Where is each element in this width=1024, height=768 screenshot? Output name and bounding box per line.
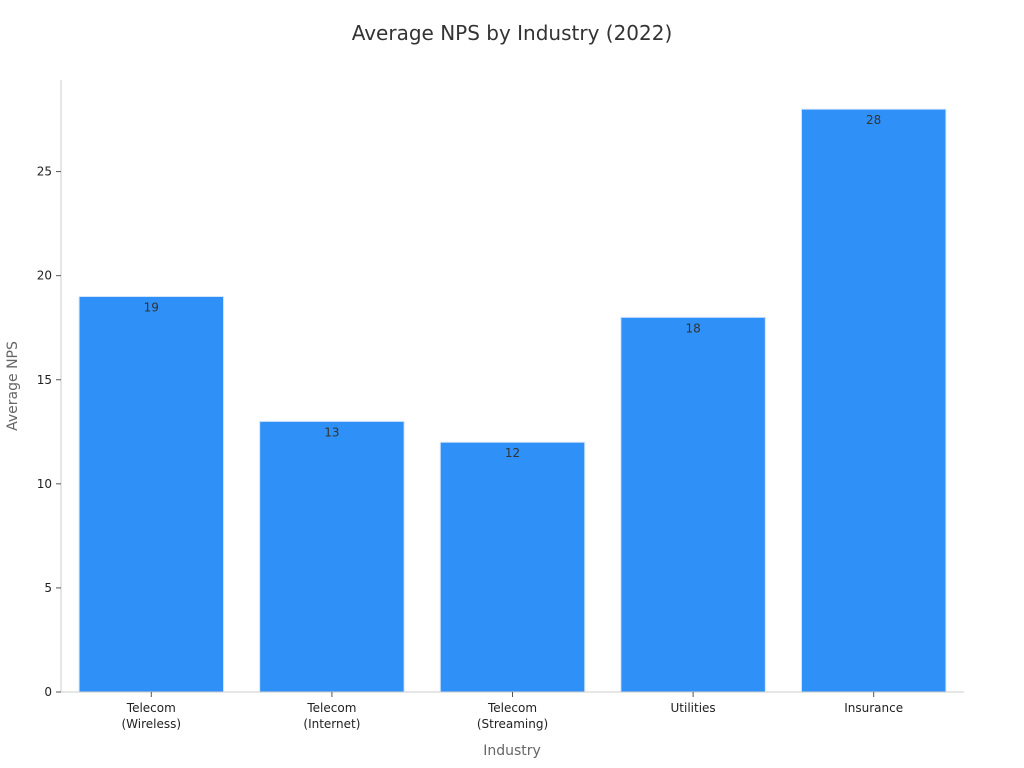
bar-labels-group: 19 13 12 18 28 bbox=[144, 113, 882, 460]
y-tick-label-3: 15 bbox=[37, 373, 52, 387]
bar-value-label-0: 19 bbox=[144, 300, 159, 314]
bar-value-label-3: 18 bbox=[685, 321, 700, 335]
bar-4 bbox=[800, 108, 947, 693]
x-tick-label-line: (Internet) bbox=[303, 717, 360, 731]
y-tick-label-5: 25 bbox=[37, 165, 52, 179]
x-tick-label-line: (Streaming) bbox=[477, 717, 548, 731]
x-tick-label-4: Insurance bbox=[844, 701, 903, 715]
x-axis-title: Industry bbox=[483, 743, 541, 759]
x-tick-label-line: Utilities bbox=[671, 701, 716, 715]
y-tick-label-0: 0 bbox=[44, 685, 52, 699]
y-axis-title: Average NPS bbox=[5, 341, 21, 431]
x-tick-label-0: Telecom (Wireless) bbox=[122, 701, 182, 731]
x-tick-label-line: (Wireless) bbox=[122, 717, 182, 731]
x-tick-label-1: Telecom (Internet) bbox=[303, 701, 360, 731]
bars-group bbox=[78, 108, 947, 693]
y-tick-label-4: 20 bbox=[37, 269, 52, 283]
x-tick-label-line: Telecom bbox=[487, 701, 537, 715]
x-axis: Telecom (Wireless)Telecom (Internet)Teleco… bbox=[61, 691, 964, 731]
x-tick-label-3: Utilities bbox=[671, 701, 716, 715]
bar-1 bbox=[259, 420, 405, 693]
y-tick-label-1: 5 bbox=[44, 581, 52, 595]
x-tick-label-2: Telecom (Streaming) bbox=[477, 701, 548, 731]
bar-0 bbox=[78, 295, 225, 693]
x-tick-label-line: Insurance bbox=[844, 701, 903, 715]
y-tick-label-2: 10 bbox=[37, 477, 52, 491]
bar-value-label-2: 12 bbox=[505, 446, 520, 460]
x-tick-label-line: Telecom bbox=[306, 701, 356, 715]
x-tick-label-line: Telecom bbox=[126, 701, 176, 715]
bar-value-label-1: 13 bbox=[324, 425, 339, 439]
y-axis: 0 5 10 15 20 25 bbox=[37, 80, 62, 699]
chart-title: Average NPS by Industry (2022) bbox=[352, 21, 673, 45]
bar-3 bbox=[620, 316, 766, 693]
bar-value-label-4: 28 bbox=[866, 113, 881, 127]
bar-2 bbox=[439, 441, 586, 693]
